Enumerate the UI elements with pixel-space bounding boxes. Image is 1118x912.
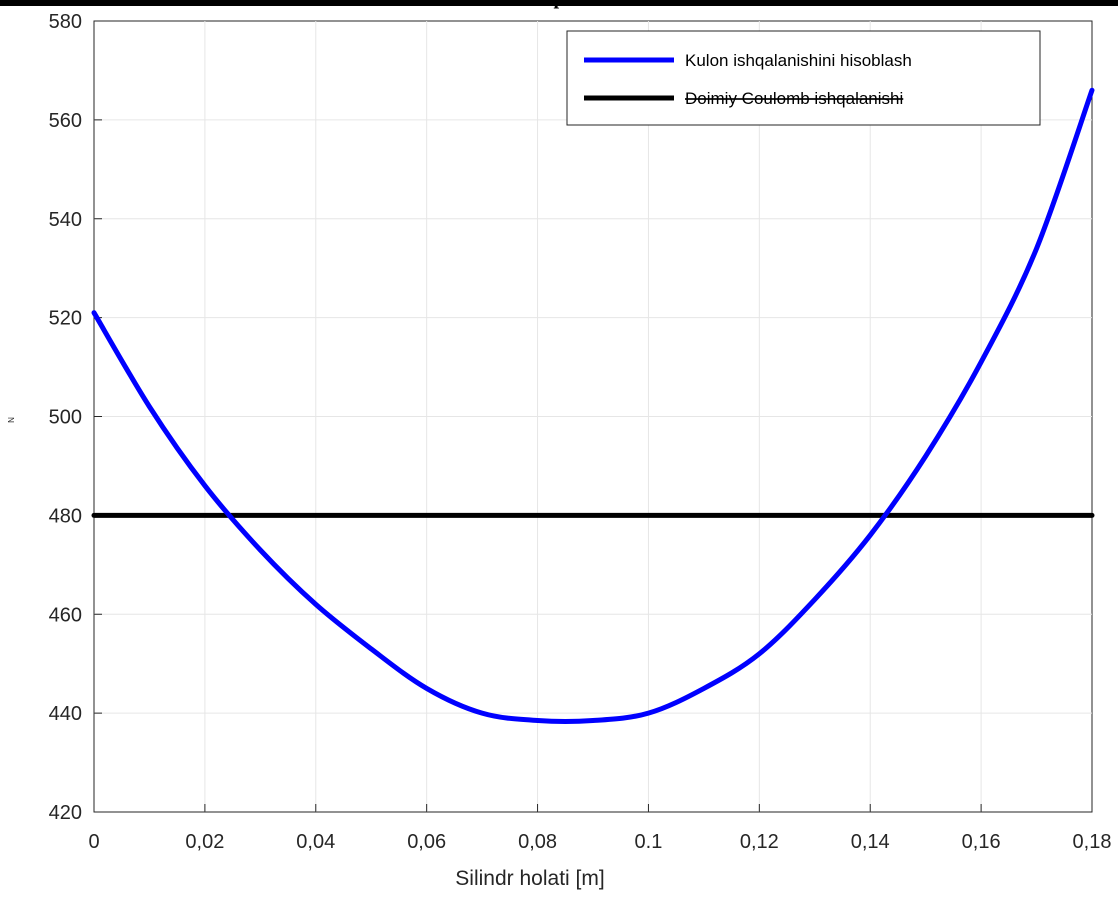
x-tick-label: 0,18 bbox=[1073, 831, 1112, 853]
y-tick-label: 480 bbox=[49, 505, 82, 527]
y-tick-label: 440 bbox=[49, 703, 82, 725]
y-axis-label: N bbox=[7, 417, 16, 423]
y-tick-label: 460 bbox=[49, 604, 82, 626]
y-tick-labels: 420 440 460 480 500 520 540 560 580 bbox=[49, 11, 82, 824]
series-lines bbox=[91, 87, 1095, 724]
y-tick-label: 580 bbox=[49, 11, 82, 33]
legend-box bbox=[566, 30, 1041, 126]
x-axis-label: Silindr holati [m] bbox=[455, 867, 604, 890]
x-tick-label: 0,12 bbox=[740, 831, 779, 853]
legend-label: Kulon ishqalanishini hisoblash bbox=[685, 51, 912, 70]
y-tick-label: 420 bbox=[49, 802, 82, 824]
legend: Kulon ishqalanishini hisoblash Doimiy Cou… bbox=[566, 30, 1041, 126]
series-line-0 bbox=[91, 87, 1095, 724]
x-tick-label: 0,14 bbox=[851, 831, 890, 853]
y-tick-label: 560 bbox=[49, 110, 82, 132]
clipped-caption: p bbox=[0, 0, 1118, 10]
legend-label: Doimiy Coulomb ishqalanishi bbox=[685, 89, 903, 108]
x-tick-labels: 0 0,02 0,04 0,06 0,08 0.1 0,12 0,14 0,16 0,18 bbox=[88, 831, 1111, 853]
x-tick-label: 0.1 bbox=[635, 831, 663, 853]
x-tick-label: 0 bbox=[88, 831, 99, 853]
x-tick-label: 0,04 bbox=[296, 831, 335, 853]
y-tick-label: 500 bbox=[49, 407, 82, 429]
y-tick-label: 520 bbox=[49, 308, 82, 330]
x-tick-label: 0,08 bbox=[518, 831, 557, 853]
top-rule bbox=[0, 0, 1118, 6]
x-tick-label: 0,02 bbox=[185, 831, 224, 853]
x-tick-label: 0,06 bbox=[407, 831, 446, 853]
x-tick-label: 0,16 bbox=[962, 831, 1001, 853]
y-tick-label: 540 bbox=[49, 209, 82, 231]
